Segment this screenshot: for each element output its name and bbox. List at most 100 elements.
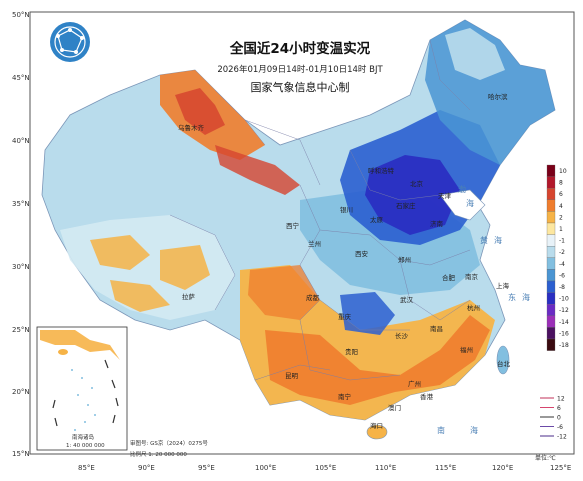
contour-legend-label: -6 — [557, 424, 563, 431]
legend-swatch — [546, 199, 556, 212]
contour-legend-label: 12 — [557, 396, 565, 403]
cma-logo — [50, 22, 90, 62]
city-label: 南宁 — [338, 392, 352, 401]
contour-legend-label: 6 — [557, 405, 561, 412]
legend-label: 6 — [559, 191, 563, 198]
latitude-labels: 50°N 45°N 40°N 35°N 30°N 25°N 20°N 15°N — [12, 11, 30, 458]
northeast-light-zone — [445, 28, 505, 80]
legend-label: 2 — [559, 214, 563, 221]
city-label: 西宁 — [286, 221, 300, 230]
city-label: 拉萨 — [182, 292, 196, 301]
lat-label: 30°N — [12, 263, 30, 271]
city-label: 乌鲁木齐 — [178, 123, 205, 132]
lon-label: 90°E — [138, 464, 155, 472]
city-label: 石家庄 — [396, 201, 416, 210]
longitude-labels: 85°E 90°E 95°E 100°E 105°E 110°E 115°E 1… — [78, 464, 571, 472]
city-label: 郑州 — [398, 256, 411, 264]
bohai-sea — [439, 189, 486, 221]
city-label: 南昌 — [430, 324, 443, 333]
lon-label: 105°E — [315, 464, 336, 472]
gansu-warm-strip — [215, 145, 300, 195]
legend-label: -18 — [559, 342, 569, 349]
city-label: 福州 — [460, 345, 473, 354]
legend-label: -14 — [559, 319, 569, 326]
legend-label: -4 — [559, 261, 565, 268]
sea-label: 海 — [522, 292, 530, 302]
legend-swatch — [546, 234, 556, 247]
lat-label: 20°N — [12, 388, 30, 396]
lon-label: 120°E — [492, 464, 513, 472]
taiwan-island — [496, 345, 510, 375]
unit-label: 单位:℃ — [535, 454, 556, 462]
legend-swatch — [546, 246, 556, 258]
city-label: 海口 — [370, 421, 383, 430]
lat-label: 45°N — [12, 74, 30, 82]
scale-text: 比例尺 1: 20 000 000 — [130, 450, 187, 458]
city-label: 杭州 — [467, 303, 480, 312]
north-cold-core — [365, 155, 460, 235]
city-label: 贵阳 — [345, 347, 358, 356]
south-china-sea-inset: 南海诸岛 1: 40 000 000 — [36, 326, 128, 451]
inset-title: 南海诸岛 — [72, 433, 95, 441]
sea-label: 渤 — [458, 184, 466, 194]
legend-swatch — [546, 211, 556, 224]
city-label: 南京 — [465, 272, 479, 281]
sea-label: 海 — [494, 235, 502, 245]
south-warm-core — [265, 315, 490, 405]
city-label: 长沙 — [395, 331, 409, 340]
sea-labels: 渤 海 黄 海 东 海 南 海 — [437, 184, 530, 435]
legend-label: -16 — [559, 330, 569, 337]
sea-label: 东 — [508, 292, 516, 302]
legend-swatch — [546, 257, 556, 270]
color-legend: 10 8 6 4 2 1 -1 -2 -4 -6 -8 -10 -12 -14 -16 -18 — [546, 164, 569, 351]
legend-label: -2 — [559, 249, 565, 256]
sea-label: 黄 — [480, 235, 488, 245]
legend-swatch — [546, 280, 556, 293]
city-label: 哈尔滨 — [488, 92, 508, 101]
map-organization: 国家气象信息中心制 — [251, 80, 350, 94]
province-boundaries — [169, 39, 471, 381]
contour-legend-label: -12 — [557, 434, 567, 441]
city-label: 广州 — [408, 379, 421, 388]
city-label: 澳门 — [388, 403, 401, 412]
inset-scale: 1: 40 000 000 — [66, 443, 105, 449]
city-label: 昆明 — [285, 372, 299, 380]
lat-label: 35°N — [12, 200, 30, 208]
lon-label: 115°E — [435, 464, 456, 472]
hubei-cold-patch — [340, 292, 395, 335]
city-label: 太原 — [370, 215, 384, 224]
legend-swatch — [546, 188, 556, 200]
lat-label: 15°N — [12, 450, 30, 458]
city-labels: 哈尔滨 乌鲁木齐 呼和浩特 银川 西宁 兰州 拉萨 成都 重庆 西安 郑州 武汉… — [178, 92, 511, 430]
city-label: 呼和浩特 — [368, 166, 395, 175]
city-label: 上海 — [496, 281, 510, 290]
legend-swatch — [546, 304, 556, 316]
legend-swatch — [546, 222, 556, 235]
map-title: 全国近24小时变温实况 — [229, 40, 371, 57]
lat-label: 40°N — [12, 137, 30, 145]
tibet-warm-patches — [90, 235, 210, 312]
hainan-island — [366, 424, 388, 440]
city-label: 合肥 — [442, 273, 456, 282]
lat-label: 50°N — [12, 11, 30, 19]
legend-swatch — [546, 292, 556, 305]
lat-label: 25°N — [12, 326, 30, 334]
city-label: 台北 — [497, 359, 511, 368]
legend-label: 10 — [559, 168, 567, 175]
city-label: 西安 — [355, 249, 369, 258]
city-label: 成都 — [306, 293, 320, 302]
lon-label: 125°E — [550, 464, 571, 472]
lon-label: 100°E — [255, 464, 276, 472]
city-label: 重庆 — [338, 312, 352, 321]
legend-label: 8 — [559, 180, 563, 187]
legend-swatch — [546, 164, 556, 177]
sea-label: 海 — [470, 425, 478, 435]
sea-label: 南 — [437, 425, 445, 435]
lon-label: 95°E — [198, 464, 215, 472]
legend-label: -8 — [559, 284, 565, 291]
sichuan-warm-zone — [248, 265, 320, 320]
sea-label: 海 — [466, 198, 474, 208]
legend-label: -10 — [559, 296, 569, 303]
